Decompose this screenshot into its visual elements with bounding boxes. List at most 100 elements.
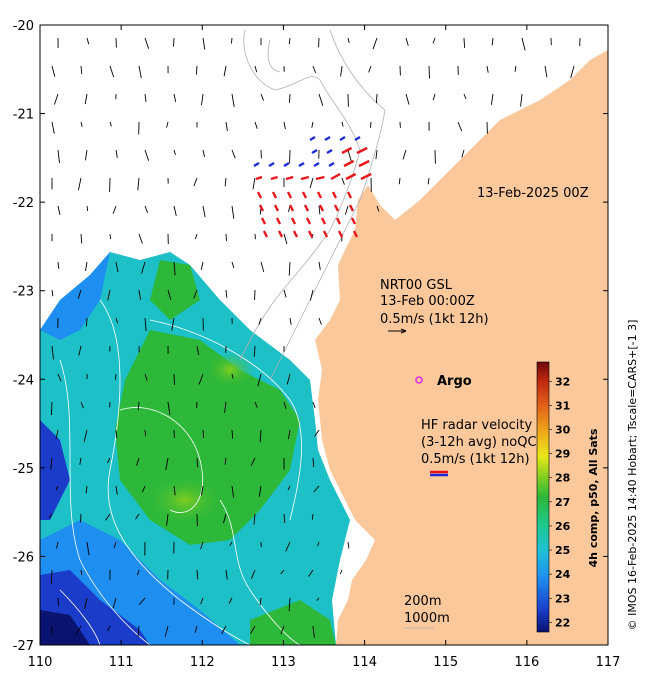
- velocity-arrow: [138, 289, 142, 300]
- velocity-arrow: [231, 373, 234, 379]
- velocity-arrow: [166, 121, 169, 128]
- velocity-arrow: [347, 541, 350, 549]
- hf-vector-red: [292, 230, 299, 238]
- hf-vector-red: [303, 204, 310, 212]
- velocity-arrow: [253, 345, 256, 357]
- velocity-arrow: [109, 233, 112, 240]
- velocity-arrow: [283, 233, 288, 245]
- velocity-arrow: [173, 37, 175, 47]
- velocity-arrow: [344, 205, 349, 215]
- colorbar-tick-label: 32: [555, 375, 570, 388]
- velocity-arrow: [283, 401, 287, 409]
- x-tick-label: 117: [596, 655, 621, 670]
- velocity-arrow: [80, 513, 82, 523]
- velocity-arrow: [109, 65, 115, 78]
- velocity-arrow: [77, 177, 82, 191]
- velocity-arrow: [202, 205, 206, 217]
- velocity-arrow: [173, 261, 176, 276]
- velocity-arrow: [486, 65, 489, 73]
- velocity-arrow: [50, 569, 53, 584]
- velocity-arrow: [231, 93, 235, 107]
- velocity-arrow: [318, 93, 324, 106]
- velocity-arrow: [51, 121, 55, 134]
- velocity-arrow: [136, 569, 140, 576]
- velocity-arrow: [136, 457, 140, 466]
- velocity-arrow: [375, 149, 378, 160]
- velocity-arrow: [80, 569, 83, 576]
- hf-vector-red: [322, 230, 329, 238]
- hf-vector-red: [343, 159, 355, 168]
- hf-vector-red: [345, 172, 357, 181]
- velocity-arrow: [202, 37, 206, 50]
- hf-avg: (3-12h avg) noQC: [421, 435, 537, 450]
- velocity-arrow: [341, 177, 345, 185]
- velocity-arrow: [77, 289, 82, 299]
- hf-vector-red: [358, 159, 370, 168]
- colorbar-tick-label: 26: [555, 520, 571, 533]
- velocity-arrow: [250, 569, 256, 579]
- hf-vector-red: [333, 204, 340, 212]
- velocity-arrow: [57, 373, 62, 382]
- hf-vector-blue: [339, 135, 346, 142]
- velocity-arrow: [375, 93, 378, 104]
- velocity-arrow: [198, 373, 204, 385]
- velocity-arrow: [75, 625, 82, 636]
- velocity-arrow: [372, 37, 378, 50]
- velocity-arrow: [224, 177, 227, 187]
- velocity-arrow: [280, 625, 285, 635]
- velocity-arrow: [55, 485, 59, 491]
- hf-vector-red: [275, 217, 282, 225]
- velocity-arrow: [231, 149, 236, 159]
- hf-vector-red: [320, 217, 327, 225]
- velocity-arrow: [223, 65, 227, 77]
- hf-vector-red: [271, 191, 278, 199]
- credit-text: © IMOS 16-Feb-2025 14:40 Hobart; Tscale=…: [626, 320, 639, 631]
- hf-vector-red: [337, 230, 344, 238]
- velocity-arrow: [195, 65, 198, 75]
- velocity-arrow: [463, 37, 466, 48]
- x-tick-label: 116: [514, 655, 539, 670]
- velocity-arrow: [288, 597, 291, 612]
- gsl-scale: 0.5m/s (1kt 12h): [380, 312, 489, 327]
- velocity-arrow: [115, 373, 117, 380]
- velocity-arrow: [80, 233, 83, 244]
- velocity-arrow: [53, 93, 59, 105]
- velocity-arrow: [80, 401, 84, 409]
- velocity-arrow: [144, 149, 150, 161]
- velocity-arrow: [225, 569, 228, 580]
- velocity-arrow: [308, 569, 314, 577]
- velocity-arrow: [105, 513, 111, 521]
- velocity-arrow: [50, 457, 53, 470]
- velocity-arrow: [84, 93, 88, 105]
- hf-vector-blue: [326, 148, 333, 155]
- velocity-arrow: [252, 177, 256, 190]
- velocity-arrow: [312, 625, 315, 638]
- velocity-arrow: [173, 205, 177, 217]
- velocity-arrow: [51, 345, 54, 360]
- velocity-arrow: [280, 569, 285, 575]
- velocity-arrow: [200, 485, 204, 496]
- velocity-arrow: [432, 37, 436, 44]
- velocity-arrow: [259, 429, 262, 443]
- x-tick-label: 112: [190, 655, 215, 670]
- velocity-arrow: [194, 233, 198, 240]
- y-tick-label: -22: [13, 196, 34, 211]
- velocity-arrow: [138, 233, 143, 244]
- date-label: 13-Feb-2025 00Z: [477, 186, 589, 201]
- velocity-arrow: [193, 289, 198, 299]
- bathymetry-contours: [239, 29, 386, 381]
- hf-vector-red: [360, 172, 372, 181]
- hf-radar-vectors: [253, 135, 372, 238]
- x-tick-label: 114: [352, 655, 377, 670]
- x-tick-label: 110: [28, 655, 53, 670]
- velocity-arrow: [115, 149, 118, 158]
- velocity-arrow: [258, 317, 262, 326]
- velocity-arrow: [250, 457, 256, 467]
- velocity-arrow: [200, 541, 204, 550]
- hf-vector-red: [335, 217, 342, 225]
- velocity-arrow: [173, 373, 175, 386]
- velocity-arrow: [48, 513, 53, 519]
- velocity-arrow: [309, 177, 314, 189]
- velocity-arrow: [283, 121, 286, 130]
